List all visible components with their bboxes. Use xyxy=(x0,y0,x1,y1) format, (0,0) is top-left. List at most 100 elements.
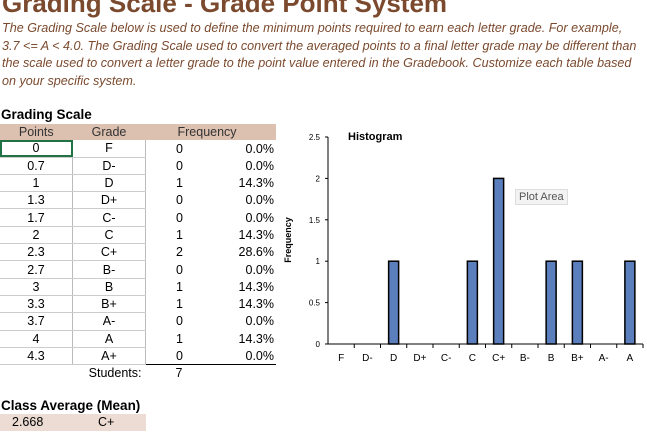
cell-points[interactable]: 2.7 xyxy=(0,260,73,279)
col-points[interactable]: Points xyxy=(0,124,73,141)
cell-pct[interactable]: 0.0% xyxy=(245,193,275,208)
students-label: Students: xyxy=(88,366,142,381)
cell-grade[interactable]: A xyxy=(72,330,146,348)
bar-B xyxy=(545,260,557,345)
cell-points[interactable]: 0 xyxy=(0,140,73,158)
cell-points[interactable]: 4.3 xyxy=(0,347,73,366)
table-row: 3.3 B+ 1 14.3% xyxy=(0,295,276,314)
cell-pct[interactable]: 14.3% xyxy=(238,279,274,294)
bar-C xyxy=(466,260,479,345)
table-row: 1.7 C- 0 0.0% xyxy=(0,208,276,227)
cell-count[interactable]: 0 xyxy=(176,262,183,277)
cell-count[interactable]: 1 xyxy=(176,297,183,312)
cell-points[interactable]: 0.7 xyxy=(0,157,73,175)
bar-C+ xyxy=(492,177,505,345)
cell-pct[interactable]: 14.3% xyxy=(238,176,274,191)
cell-points[interactable]: 3.7 xyxy=(0,312,73,331)
cell-grade[interactable]: A- xyxy=(72,312,146,331)
class-average-row: 2.668 C+ xyxy=(0,414,146,431)
cell-count[interactable]: 1 xyxy=(176,331,183,346)
cell-grade[interactable]: D xyxy=(72,174,146,193)
cell-points[interactable]: 1.3 xyxy=(0,191,73,210)
y-axis-label: Frequency xyxy=(283,217,293,263)
cell-pct[interactable]: 14.3% xyxy=(238,297,274,312)
table-row: 2 C 1 14.3% xyxy=(0,226,276,245)
x-tick-label: D+ xyxy=(413,353,426,364)
bar-A xyxy=(624,260,636,345)
cell-grade[interactable]: B xyxy=(72,278,146,296)
cell-points[interactable]: 1 xyxy=(0,174,73,193)
col-grade[interactable]: Grade xyxy=(72,124,146,141)
table-row: 0 F 0 0.0% xyxy=(0,140,276,158)
cell-count[interactable]: 2 xyxy=(176,245,183,260)
cell-grade[interactable]: C- xyxy=(72,208,146,227)
class-average-grade[interactable]: C+ xyxy=(98,415,115,429)
grading-scale-table: Points Grade Frequency 0 F 0 0.0% 0.7 D- 0 0.0%… xyxy=(0,124,276,381)
y-tick-label: 1.5 xyxy=(309,216,321,225)
cell-pct[interactable]: 0.0% xyxy=(245,141,275,156)
bar-D xyxy=(387,260,400,345)
x-tick-label: B- xyxy=(520,353,530,364)
cell-pct[interactable]: 14.3% xyxy=(238,331,274,346)
cell-points[interactable]: 1.7 xyxy=(0,208,73,227)
plot-area-tooltip: Plot Area xyxy=(515,189,568,205)
y-tick-label: 2.5 xyxy=(309,133,321,142)
table-row: 4.3 A+ 0 0.0% xyxy=(0,347,276,366)
cell-count[interactable]: 1 xyxy=(176,227,183,242)
cell-grade[interactable]: B+ xyxy=(72,295,146,314)
cell-pct[interactable]: 0.0% xyxy=(226,347,276,366)
cell-count[interactable]: 0 xyxy=(176,210,183,225)
cell-count[interactable]: 0 xyxy=(176,141,183,156)
cell-count[interactable]: 1 xyxy=(176,279,183,294)
cell-pct[interactable]: 0.0% xyxy=(245,314,275,329)
x-tick-label: B xyxy=(548,353,555,364)
class-average-heading: Class Average (Mean) xyxy=(1,398,141,413)
cell-pct[interactable]: 28.6% xyxy=(238,245,274,260)
cell-pct[interactable]: 0.0% xyxy=(245,210,275,225)
x-tick-label: D xyxy=(390,353,397,364)
table-row: 1 D 1 14.3% xyxy=(0,174,276,193)
x-tick-label: A- xyxy=(599,353,609,364)
cell-pct[interactable]: 0.0% xyxy=(245,262,275,277)
table-row: 4 A 1 14.3% xyxy=(0,330,276,348)
cell-pct[interactable]: 14.3% xyxy=(238,227,274,242)
cell-points[interactable]: 2 xyxy=(0,226,73,245)
cell-grade[interactable]: F xyxy=(72,140,146,158)
x-tick-label: C- xyxy=(441,353,452,364)
cell-grade[interactable]: D+ xyxy=(72,191,146,210)
x-tick-label: A xyxy=(627,353,634,364)
cell-points[interactable]: 4 xyxy=(0,330,73,348)
cell-points[interactable]: 3.3 xyxy=(0,295,73,314)
y-tick-label: 1 xyxy=(316,257,321,266)
class-average-value[interactable]: 2.668 xyxy=(12,415,44,429)
x-tick-label: F xyxy=(338,353,344,364)
table-row: 2.7 B- 0 0.0% xyxy=(0,260,276,279)
y-tick-label: 2 xyxy=(316,174,321,183)
cell-points[interactable]: 3 xyxy=(0,278,73,296)
students-count[interactable]: 7 xyxy=(175,366,183,381)
description: The Grading Scale below is used to defin… xyxy=(2,21,637,88)
page-title: Grading Scale - Grade Point System xyxy=(2,0,448,18)
cell-count[interactable]: 0 xyxy=(176,158,183,173)
x-tick-label: D- xyxy=(362,353,373,364)
cell-grade[interactable]: C+ xyxy=(72,243,146,262)
col-frequency[interactable]: Frequency xyxy=(145,124,276,141)
cell-pct[interactable]: 0.0% xyxy=(245,158,275,173)
y-tick-label: 0 xyxy=(316,340,321,349)
cell-points[interactable]: 2.3 xyxy=(0,243,73,262)
cell-count[interactable]: 1 xyxy=(176,176,183,191)
table-row: 0.7 D- 0 0.0% xyxy=(0,157,276,175)
cell-grade[interactable]: D- xyxy=(72,157,146,175)
cell-count[interactable]: 0 xyxy=(145,347,226,366)
x-tick-label: C+ xyxy=(492,353,505,364)
histogram-chart[interactable]: 0 0.5 1 1.5 2 2.5 F D- D D+ C- C C+ B- B B+ A- A Histogram… xyxy=(270,120,647,380)
cell-count[interactable]: 0 xyxy=(176,314,183,329)
cell-grade[interactable]: C xyxy=(72,226,146,245)
y-tick-label: 0.5 xyxy=(309,299,321,308)
grading-scale-heading: Grading Scale xyxy=(1,107,92,122)
cell-grade[interactable]: B- xyxy=(72,260,146,279)
cell-grade[interactable]: A+ xyxy=(72,347,146,366)
bar-B+ xyxy=(571,260,584,345)
cell-count[interactable]: 0 xyxy=(176,193,183,208)
chart-title: Histogram xyxy=(348,131,403,143)
